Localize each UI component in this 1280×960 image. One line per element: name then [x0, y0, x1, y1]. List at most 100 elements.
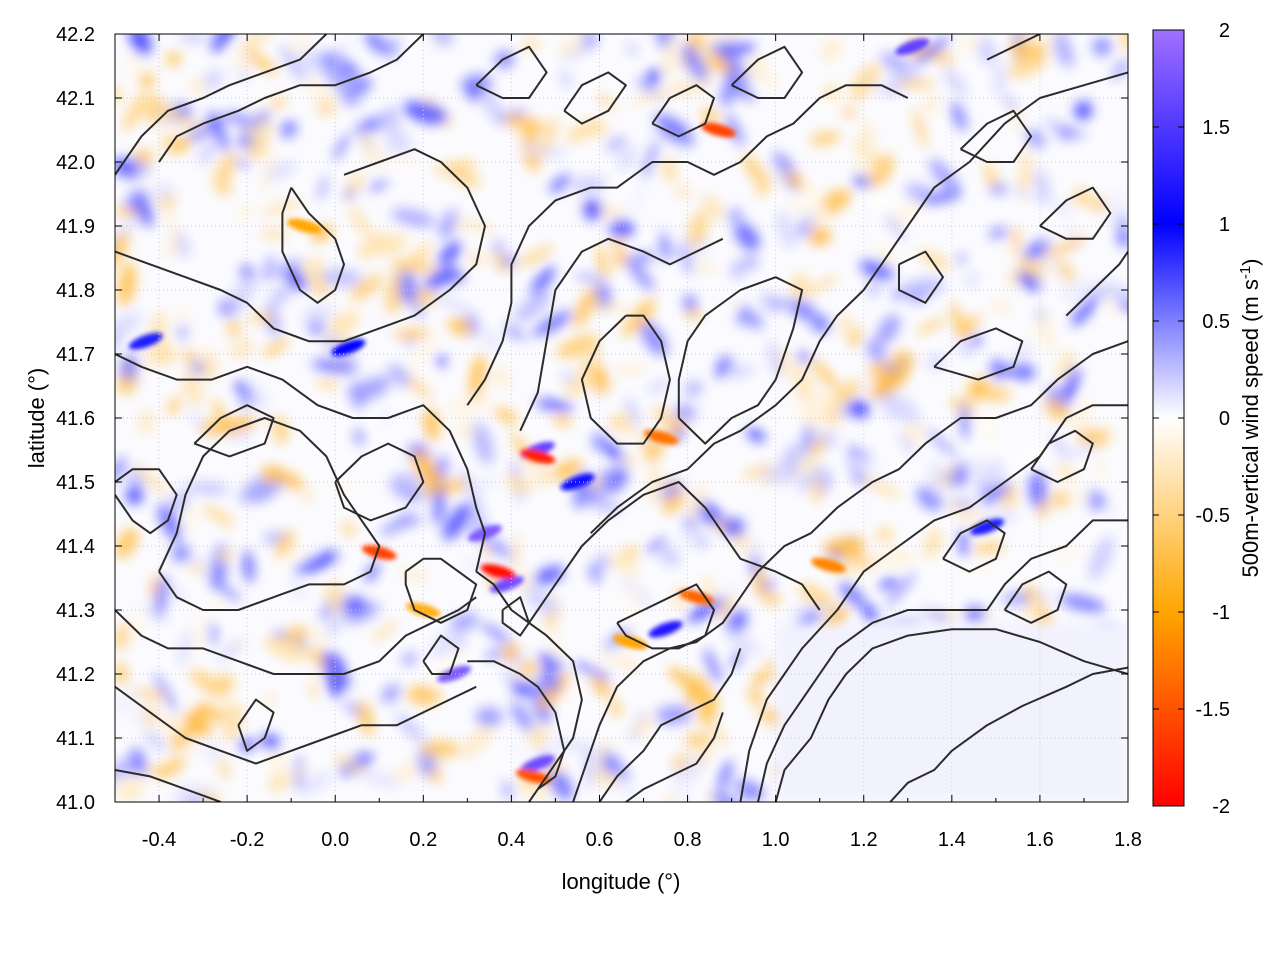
wind-speed-patch: [267, 280, 297, 308]
wind-speed-patch: [361, 231, 385, 260]
x-tick-label: 1.8: [1114, 829, 1142, 851]
colorbar-tick-label: 0: [1219, 408, 1230, 430]
wind-speed-patch: [391, 472, 422, 493]
terrain-contour-line: [475, 570, 583, 802]
terrain-contour-line: [115, 34, 328, 176]
wind-speed-patch: [609, 701, 622, 716]
wind-speed-patch: [129, 688, 169, 700]
terrain-contour-line: [898, 250, 944, 304]
wind-speed-patch: [157, 504, 182, 542]
wind-speed-patch: [988, 226, 1008, 240]
wind-speed-patch: [562, 673, 596, 694]
wind-speed-patch: [211, 34, 237, 53]
wind-speed-patch: [430, 629, 460, 657]
wind-speed-patch: [868, 284, 880, 296]
x-tick-label: 1.0: [762, 829, 790, 851]
wind-speed-patch: [776, 211, 796, 250]
wind-speed-feature: [489, 576, 525, 593]
terrain-contour-line: [1030, 429, 1094, 483]
wind-speed-patch: [274, 762, 307, 796]
wind-speed-patch: [746, 426, 766, 443]
wind-speed-patch: [116, 375, 134, 395]
colorbar-tick-label: 0.5: [1202, 311, 1230, 333]
wind-speed-patch: [976, 412, 999, 445]
terrain-contour-line: [334, 442, 425, 522]
wind-speed-patch: [130, 747, 147, 776]
x-tick-label: 1.6: [1026, 829, 1054, 851]
wind-speed-patch: [351, 661, 372, 707]
wind-speed-patch: [1094, 282, 1128, 302]
wind-speed-patch: [1008, 53, 1047, 78]
wind-speed-patch: [438, 209, 459, 240]
wind-speed-patch: [434, 485, 445, 525]
wind-speed-patch: [115, 219, 138, 250]
wind-speed-patch: [743, 467, 757, 481]
wind-speed-patch: [1059, 594, 1107, 613]
wind-speed-patch: [574, 273, 607, 282]
wind-speed-patch: [357, 699, 374, 737]
wind-speed-patch: [183, 563, 208, 575]
wind-speed-patch: [260, 199, 303, 215]
wind-speed-patch: [447, 317, 473, 336]
wind-speed-patch: [853, 174, 870, 190]
wind-speed-patch: [683, 255, 693, 275]
wind-speed-patch: [461, 166, 475, 183]
wind-speed-patch: [115, 157, 149, 179]
wind-speed-patch: [120, 778, 145, 802]
wind-speed-patch: [382, 510, 414, 537]
y-tick-label: 42.2: [56, 24, 95, 46]
wind-speed-patch: [483, 648, 504, 661]
wind-speed-patch: [753, 671, 767, 686]
terrain-contour-line: [677, 276, 804, 445]
wind-speed-patch: [1028, 471, 1047, 508]
y-tick-label: 41.5: [56, 472, 95, 494]
wind-speed-patch: [764, 593, 781, 606]
wind-speed-patch: [870, 548, 916, 567]
wind-speed-feature: [811, 557, 846, 573]
wind-speed-patch: [1055, 260, 1076, 282]
wind-speed-patch: [642, 139, 659, 180]
wind-speed-patch: [1062, 443, 1097, 459]
wind-speed-patch: [715, 591, 737, 621]
wind-speed-patch: [242, 34, 274, 51]
wind-speed-patch: [655, 705, 693, 725]
wind-speed-patch: [134, 147, 154, 166]
wind-speed-patch: [869, 366, 910, 399]
wind-speed-patch: [901, 277, 945, 299]
wind-speed-patch: [553, 414, 572, 426]
wind-speed-patch: [395, 713, 425, 743]
wind-speed-patch: [501, 670, 517, 684]
wind-speed-patch: [573, 286, 597, 329]
terrain-contour-line: [563, 71, 627, 125]
wind-speed-patch: [638, 43, 655, 59]
wind-speed-patch: [202, 594, 227, 620]
wind-speed-patch: [1057, 325, 1082, 349]
colorbar-tick-label: -0.5: [1196, 505, 1230, 527]
wind-speed-patch: [343, 34, 356, 56]
wind-speed-patch: [228, 276, 256, 313]
wind-speed-patch: [567, 241, 581, 255]
wind-speed-patch: [1019, 148, 1033, 166]
y-tick-label: 41.0: [56, 792, 95, 814]
wind-speed-patch: [482, 544, 491, 558]
x-axis-title: longitude (°): [562, 869, 681, 894]
wind-speed-patch: [972, 541, 1005, 555]
wind-speed-patch: [743, 785, 756, 802]
wind-speed-patch: [510, 680, 536, 697]
wind-speed-patch: [1023, 237, 1056, 261]
wind-speed-patch: [664, 81, 711, 95]
wind-speed-patch: [240, 395, 254, 408]
wind-speed-patch: [344, 602, 381, 625]
wind-speed-patch: [727, 208, 743, 222]
wind-speed-patch: [840, 107, 857, 117]
wind-speed-patch: [354, 428, 364, 446]
wind-speed-patch: [465, 239, 479, 259]
wind-speed-patch: [270, 772, 285, 791]
wind-speed-patch: [693, 262, 718, 274]
wind-speed-patch: [877, 527, 893, 542]
wind-speed-patch: [391, 208, 436, 227]
wind-speed-patch: [992, 61, 1007, 98]
y-tick-label: 41.1: [56, 728, 95, 750]
wind-speed-patch: [388, 36, 400, 59]
wind-speed-patch: [171, 544, 191, 563]
